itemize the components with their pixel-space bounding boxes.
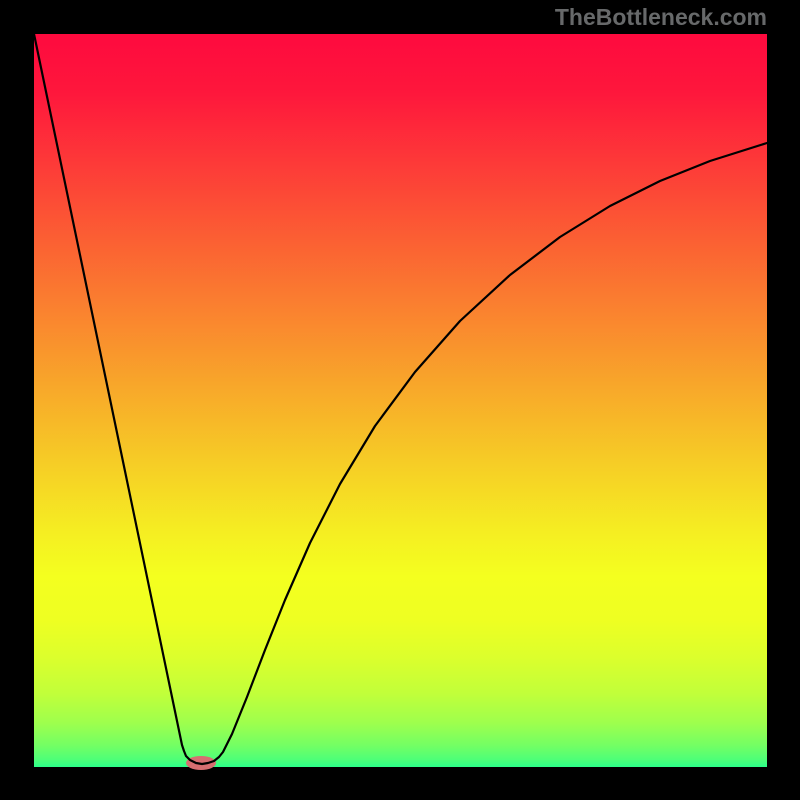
chart-container: TheBottleneck.com — [0, 0, 800, 800]
curve-path — [34, 34, 767, 764]
bottleneck-curve — [0, 0, 800, 800]
watermark-text: TheBottleneck.com — [555, 4, 767, 31]
